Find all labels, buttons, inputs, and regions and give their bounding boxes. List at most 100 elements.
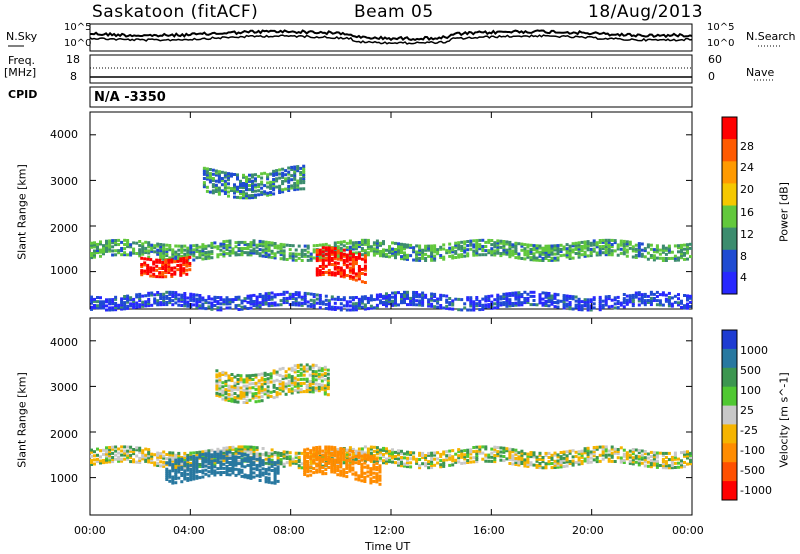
power-cell <box>496 249 500 253</box>
vel-cell <box>225 454 229 458</box>
power-cell <box>180 293 184 297</box>
vel-cell <box>252 452 256 455</box>
vel-cell <box>360 479 364 483</box>
vel-cell <box>314 372 318 376</box>
power-cell <box>321 300 325 304</box>
power-cell <box>448 246 452 250</box>
power-cell <box>514 247 518 251</box>
power-cell <box>433 305 437 309</box>
power-cell <box>372 247 376 251</box>
power-cell <box>234 295 238 299</box>
power-cell <box>225 245 229 249</box>
vel-cell <box>272 396 276 400</box>
vel-cell <box>327 453 331 457</box>
vel-cell <box>189 461 193 465</box>
vel-cell <box>309 455 313 459</box>
power-cell <box>228 300 232 304</box>
power-cell <box>300 301 304 305</box>
power-cell <box>382 240 385 244</box>
vel-cell <box>263 390 267 394</box>
vel-cell <box>231 461 235 465</box>
power-cell <box>210 256 214 260</box>
power-cell <box>275 177 279 181</box>
power-cell <box>601 245 605 248</box>
power-cell <box>677 301 680 305</box>
power-cell <box>689 296 692 300</box>
vel-cell <box>230 393 234 397</box>
power-cell <box>219 252 223 256</box>
vel-cell <box>375 474 379 478</box>
vel-cell <box>264 461 268 465</box>
vel-cell <box>661 464 665 468</box>
power-cell <box>138 250 142 254</box>
power-cell <box>351 253 355 257</box>
power-cell <box>293 181 297 185</box>
vel-cell <box>523 458 527 462</box>
power-cell <box>433 246 437 250</box>
vel-cell <box>680 451 683 455</box>
power-cell <box>102 250 105 254</box>
vel-cell <box>219 466 223 470</box>
vel-cell <box>499 458 503 462</box>
power-cell <box>595 243 599 247</box>
power-cell <box>577 308 581 312</box>
vel-cell <box>237 455 241 459</box>
vel-cell <box>372 457 376 461</box>
power-cell <box>281 190 285 194</box>
power-cell <box>433 256 437 260</box>
power-cell <box>330 256 334 260</box>
power-cell <box>598 253 602 257</box>
vel-cell <box>517 451 521 455</box>
power-cell <box>433 248 437 252</box>
power-cell <box>406 243 409 247</box>
noise-search-line <box>89 34 693 45</box>
power-cell <box>363 242 367 246</box>
vel-cell <box>363 459 367 463</box>
power-cell <box>421 248 425 252</box>
vel-cell <box>267 456 271 460</box>
vel-cell <box>275 387 279 390</box>
vel-cell <box>290 377 294 381</box>
power-cell <box>249 300 253 304</box>
vel-cell <box>397 461 400 465</box>
vel-cell <box>272 385 276 389</box>
power-cell <box>236 187 239 191</box>
vel-cell <box>547 462 551 466</box>
power-cell <box>487 238 491 242</box>
vel-cell <box>198 450 202 454</box>
vel-cell <box>366 447 370 451</box>
vel-cell <box>559 457 563 461</box>
power-cell <box>227 172 230 176</box>
power-cell <box>556 299 560 303</box>
vel-cell <box>270 460 274 464</box>
vel-cell <box>144 447 148 451</box>
power-cell <box>182 263 186 267</box>
vel-cell <box>430 464 434 467</box>
vel-cell <box>276 467 280 471</box>
power-cell <box>439 295 443 299</box>
power-cell <box>202 170 206 174</box>
vel-cell <box>357 476 361 480</box>
power-cell <box>520 257 524 260</box>
power-cell <box>661 303 665 307</box>
vel-cell <box>231 445 235 449</box>
vel-cell <box>670 466 674 470</box>
power-cell <box>315 257 319 261</box>
power-cell <box>321 254 325 258</box>
vel-cell <box>270 448 274 452</box>
vel-cell <box>228 448 232 452</box>
power-cell <box>146 270 150 273</box>
power-cell <box>580 304 584 308</box>
power-cell <box>391 295 394 299</box>
power-cell <box>333 241 337 245</box>
power-cell <box>108 308 112 312</box>
vel-cell <box>252 461 256 465</box>
vel-cell <box>312 467 316 470</box>
power-cell <box>363 272 367 276</box>
power-cell <box>315 269 319 273</box>
power-cell <box>141 244 145 248</box>
vel-cell <box>538 451 542 455</box>
vel-cell <box>311 382 315 386</box>
power-cell <box>255 303 259 307</box>
vel-cell <box>339 469 343 473</box>
